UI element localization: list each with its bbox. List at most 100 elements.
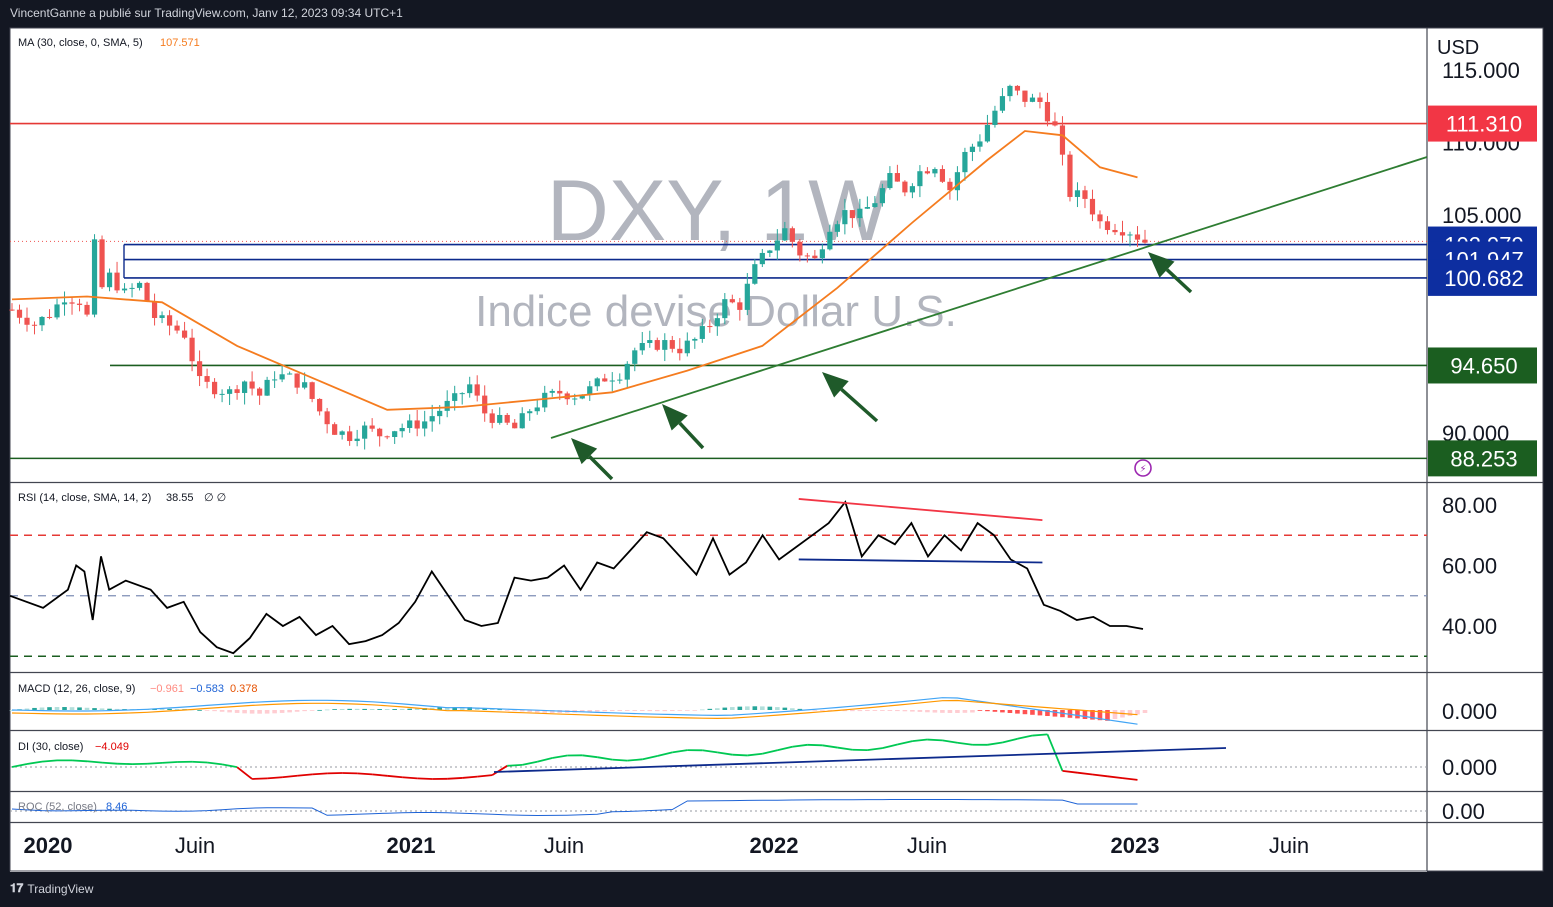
macd-histogram-bar xyxy=(384,709,390,710)
macd-histogram-bar xyxy=(820,710,825,711)
candle-body xyxy=(1119,232,1126,236)
candle-body xyxy=(632,350,638,364)
di-line-segment xyxy=(627,758,643,762)
candle-body xyxy=(1082,190,1088,199)
candle-body xyxy=(857,208,863,219)
candle-body xyxy=(91,239,98,315)
di-trendline[interactable] xyxy=(493,747,1227,773)
macd-histogram-bar xyxy=(1007,710,1013,713)
di-line-segment xyxy=(402,776,418,780)
candle-body xyxy=(196,361,203,377)
roc-pane[interactable]: ROC (52, close) 8.46 xyxy=(10,799,1427,817)
level-price-tag[interactable]: 100.682 xyxy=(1428,259,1537,296)
candle-body xyxy=(324,411,330,425)
candle-body xyxy=(752,264,758,284)
candle-body xyxy=(1052,121,1058,126)
candle-body xyxy=(707,326,713,328)
rsi-pane[interactable]: RSI (14, close, SMA, 14, 2) 38.55 ∅ ∅ xyxy=(9,492,1427,657)
rsi-trendline[interactable] xyxy=(798,558,1043,564)
candle-body xyxy=(1029,97,1036,102)
di-line-segment xyxy=(867,747,883,752)
macd-histogram-bar xyxy=(99,708,105,710)
macd-histogram-bar xyxy=(317,709,322,711)
di-pane[interactable]: DI (30, close) −4.049 xyxy=(10,733,1427,781)
macd-histogram-bar xyxy=(745,706,750,710)
macd-histogram-bar xyxy=(970,710,975,713)
tradingview-brand[interactable]: 𝟏𝟕 TradingView xyxy=(10,881,93,896)
candle-body xyxy=(444,400,450,411)
macd-histogram-bar xyxy=(1127,710,1133,716)
macd-histogram-bar xyxy=(249,710,255,714)
candle-body xyxy=(759,252,765,265)
candle-body xyxy=(947,181,953,191)
candle-body xyxy=(812,255,818,259)
macd-histogram-bar xyxy=(114,708,120,710)
rsi-tick-label: 80.00 xyxy=(1442,493,1497,518)
annotation-arrow[interactable] xyxy=(822,372,879,423)
candle-body xyxy=(729,299,735,303)
arrow-head xyxy=(662,404,688,431)
annotation-arrow[interactable] xyxy=(1148,252,1193,294)
rsi-trendline[interactable] xyxy=(798,498,1043,522)
di-line-segment xyxy=(837,746,853,751)
candle-body xyxy=(534,407,540,412)
di-line-segment xyxy=(26,760,43,765)
candle-body xyxy=(166,315,173,326)
di-line-segment xyxy=(387,774,403,779)
level-price-tag-text: 111.310 xyxy=(1446,112,1522,137)
candle-body xyxy=(46,316,53,318)
candle-body xyxy=(489,413,495,423)
uptrend-line[interactable] xyxy=(550,156,1428,439)
di-line-segment xyxy=(86,760,103,764)
macd-histogram-bar xyxy=(519,710,525,712)
candle-body xyxy=(1089,198,1096,215)
di-line-segment xyxy=(252,777,268,780)
annotation-arrow[interactable] xyxy=(571,438,614,481)
candle-body xyxy=(219,393,225,395)
di-line-segment xyxy=(747,752,763,757)
candle-body xyxy=(1134,234,1141,240)
candle-body xyxy=(497,414,503,423)
macd-histogram-bar xyxy=(324,709,330,711)
candle-body xyxy=(602,378,608,382)
macd-histogram-bar xyxy=(1075,710,1080,719)
candle-body xyxy=(339,431,345,435)
candle-body xyxy=(422,421,428,429)
candle-body xyxy=(429,416,435,422)
di-line-segment xyxy=(717,751,733,756)
level-price-tag[interactable]: 111.310 xyxy=(1428,105,1537,142)
di-line-segment xyxy=(41,759,58,763)
level-price-tag[interactable]: 94.650 xyxy=(1428,347,1537,384)
candle-body xyxy=(962,151,968,173)
macd-histogram-bar xyxy=(715,708,720,710)
macd-histogram-bar xyxy=(197,709,202,711)
candle-body xyxy=(1007,85,1013,97)
macd-histogram-bar xyxy=(39,707,45,710)
macd-histogram-bar xyxy=(925,710,930,713)
candle-body xyxy=(174,325,180,331)
candle-body xyxy=(804,255,810,257)
candle-body xyxy=(699,326,705,339)
macd-histogram-bar xyxy=(1082,710,1088,719)
candle-body xyxy=(279,374,285,380)
rsi-tick-label: 60.00 xyxy=(1442,554,1497,579)
candle-body xyxy=(16,309,23,318)
macd-histogram-bar xyxy=(917,710,923,712)
plot-background xyxy=(10,28,1427,872)
candle-body xyxy=(294,373,300,388)
macd-pane[interactable]: MACD (12, 26, close, 9) −0.961 −0.583 0.378 xyxy=(9,683,1148,725)
roc-legend-label: ROC (52, close) xyxy=(18,801,97,813)
macd-histogram-bar xyxy=(107,708,112,710)
annotation-arrow[interactable] xyxy=(662,404,705,450)
candle-body xyxy=(932,169,938,174)
candle-body xyxy=(234,389,240,393)
macd-histogram-bar xyxy=(309,710,315,711)
level-price-tag[interactable]: 88.253 xyxy=(1428,440,1537,477)
candle-body xyxy=(332,424,338,435)
candle-body xyxy=(797,241,803,256)
event-flash-icon[interactable] xyxy=(1134,459,1152,477)
di-line-segment xyxy=(642,755,658,761)
di-line-segment xyxy=(192,760,208,764)
